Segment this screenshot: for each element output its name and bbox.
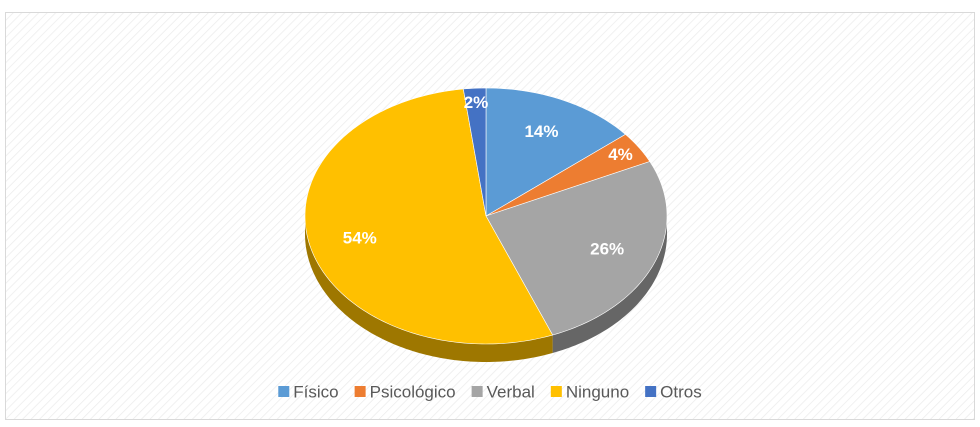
pie: 14% 4% 26% 54% 2% [304,87,668,362]
legend-item: Verbal [471,382,535,401]
legend-swatch [278,386,290,397]
legend-label: Verbal [487,382,535,401]
legend-swatch [354,386,366,397]
legend-swatch [550,386,562,397]
legend-label: Psicológico [370,382,456,401]
data-label: 2% [464,93,489,112]
data-label: 4% [608,145,633,164]
slice [462,87,487,217]
legend-swatch [471,386,483,397]
legend-swatch [645,386,657,397]
legend-label: Otros [660,382,702,401]
data-label: 54% [343,228,377,247]
slice [485,87,626,217]
legend-label: Físico [293,382,338,401]
legend-label: Ninguno [566,382,629,401]
legend-item: Otros [645,382,702,401]
legend-item: Psicológico [354,382,456,401]
legend-item: Físico [278,382,339,401]
slice-side [552,216,667,354]
legend: Físico Psicológico Verbal Ninguno Otros [278,382,702,401]
slice [485,161,668,336]
data-label: 26% [590,239,624,258]
legend-item: Ninguno [550,382,629,401]
data-label: 14% [524,122,558,141]
slice-side [305,216,553,362]
slice [485,134,651,217]
slice [304,88,554,345]
